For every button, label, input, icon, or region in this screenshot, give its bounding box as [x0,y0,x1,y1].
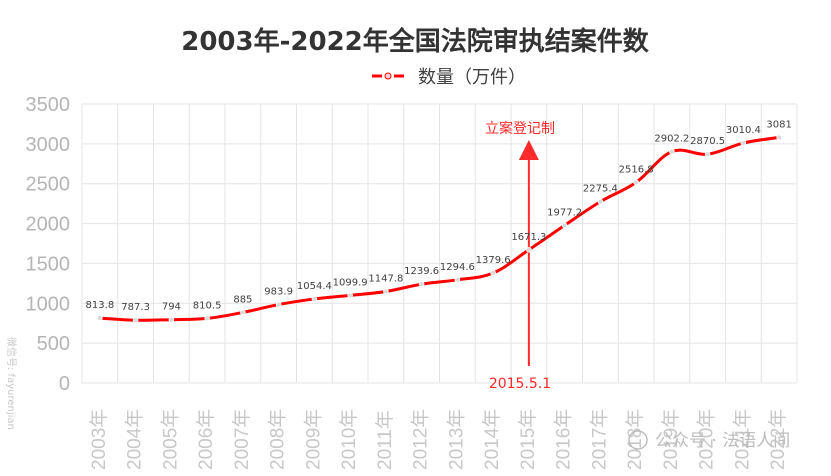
legend-marker [384,72,392,80]
x-tick-label: 2012年 [410,409,432,470]
data-labels: 813.8 787.3 794 810.5 885 983.9 1054.4 1099.9 11… [86,119,792,313]
data-point [418,281,425,287]
data-point [526,246,532,253]
data-label: 2516.8 [619,164,654,175]
data-point [97,315,103,321]
x-tick-label: 2018年 [624,409,646,470]
x-tick-label: 2016年 [553,409,575,470]
legend-label: 数量（万件） [418,67,526,88]
x-tick-label: 2007年 [231,409,253,470]
x-axis-ticks: 2003年 2004年 2005年 2006年 2007年 2008年 2009年 2010年… [88,409,789,470]
chart-title: 2003年-2022年全国法院审执结案件数 [181,26,650,57]
x-tick-label: 2015年 [517,409,539,470]
data-label: 3081 [766,119,791,130]
data-label: 1239.6 [404,266,439,277]
data-label: 1099.9 [333,277,368,288]
x-tick-label: 2017年 [588,409,610,470]
data-point [454,277,461,283]
data-label: 2870.5 [690,136,725,147]
data-point [347,292,353,299]
data-label: 1294.6 [440,262,475,273]
data-points [97,134,782,324]
legend: 数量（万件） [372,67,526,88]
data-point [204,315,210,322]
x-tick-label: 2013年 [445,409,467,470]
wechat-icon [628,430,648,450]
data-point [704,151,711,157]
data-label: 2275.4 [583,184,618,195]
y-tick-label: 2000 [26,214,71,236]
data-point [383,288,389,295]
x-tick-label: 2008年 [267,409,289,470]
y-tick-label: 2500 [26,174,71,196]
y-axis-ticks: 0 500 1000 1500 2000 2500 3000 3500 [26,94,71,395]
data-label: 1054.4 [297,281,332,292]
watermark-corner: 公众号 · 法语人间 [628,430,790,451]
data-label: 885 [233,294,252,305]
data-label: 1977.2 [547,207,582,218]
x-tick-label: 2021年 [731,409,753,470]
data-label: 983.9 [264,287,293,298]
data-point [740,140,747,146]
x-tick-label: 2003年 [88,409,110,470]
watermark-side: 微信号: fayurenjian [5,337,18,430]
data-point [561,222,568,229]
data-point [776,134,782,141]
x-tick-label: 2004年 [124,409,146,470]
data-point [132,317,139,324]
data-point [240,309,246,316]
x-tick-label: 2006年 [195,409,217,470]
data-label: 1379.6 [476,255,511,266]
x-tick-label: 2020年 [696,409,718,470]
data-label: 794 [162,302,181,313]
event-annotation: 立案登记制 2015.5.1 [485,120,555,392]
data-label: 787.3 [121,302,150,313]
series-line [98,135,781,322]
y-tick-label: 1500 [26,253,71,275]
x-tick-label: 2019年 [660,409,682,470]
data-point [311,296,318,302]
data-label: 3010.4 [726,125,761,136]
data-label: 810.5 [193,300,222,311]
y-tick-label: 1000 [26,293,71,315]
data-point [669,148,675,155]
x-tick-label: 2011年 [374,410,396,470]
y-tick-label: 3000 [26,134,71,156]
side-watermark: 微信号: fayurenjian [5,337,18,430]
data-label: 1671.3 [511,232,546,243]
y-tick-label: 500 [37,333,70,355]
gridlines [81,103,798,384]
y-tick-label: 0 [59,373,70,395]
data-label: 813.8 [86,300,115,311]
x-tick-label: 2010年 [338,409,360,470]
data-point [633,179,639,186]
data-point [168,316,175,323]
data-point [597,198,604,205]
data-point [490,270,496,276]
y-tick-label: 3500 [26,94,71,116]
data-label: 1147.8 [368,274,403,285]
event-label: 立案登记制 [485,120,555,137]
data-point [275,301,282,308]
x-tick-label: 2022年 [767,409,789,470]
corner-watermark: 公众号 · 法语人间 [655,431,790,451]
event-date: 2015.5.1 [489,376,551,392]
x-tick-label: 2014年 [481,409,503,470]
data-label: 2902.2 [654,134,689,145]
x-tick-label: 2009年 [302,409,324,470]
x-tick-label: 2005年 [159,409,181,470]
